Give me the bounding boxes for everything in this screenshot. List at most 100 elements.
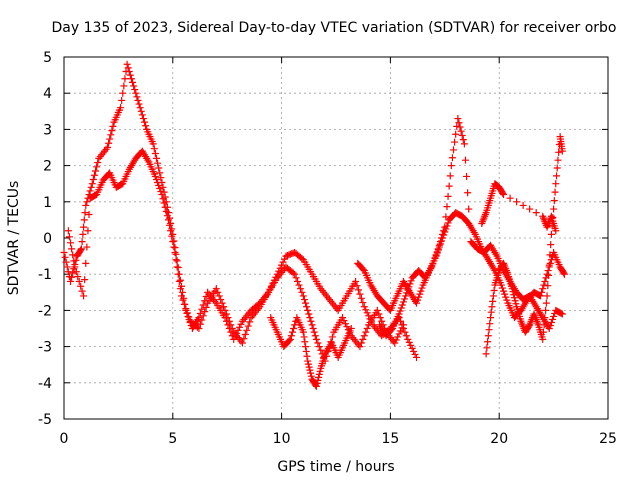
data-point bbox=[509, 288, 517, 296]
data-point bbox=[134, 96, 142, 104]
data-point bbox=[413, 353, 421, 361]
data-point bbox=[430, 257, 438, 265]
series-track-3 bbox=[267, 314, 355, 390]
data-point bbox=[162, 207, 170, 215]
data-point bbox=[428, 263, 436, 271]
data-point bbox=[303, 352, 311, 360]
data-point bbox=[120, 82, 128, 90]
data-point bbox=[456, 123, 464, 131]
data-point bbox=[90, 171, 98, 179]
data-point bbox=[555, 148, 563, 156]
data-point bbox=[376, 314, 384, 322]
data-point bbox=[292, 274, 300, 282]
data-point bbox=[519, 201, 527, 209]
data-point bbox=[447, 162, 455, 170]
data-point bbox=[451, 138, 459, 146]
data-point bbox=[436, 238, 444, 246]
data-point bbox=[500, 191, 508, 199]
data-point bbox=[373, 306, 381, 314]
data-point bbox=[434, 245, 442, 253]
data-point bbox=[488, 303, 496, 311]
data-point bbox=[414, 296, 422, 304]
data-point bbox=[83, 198, 91, 206]
data-point bbox=[281, 255, 289, 263]
data-point bbox=[547, 230, 555, 238]
data-point bbox=[557, 309, 565, 317]
series-track-1 bbox=[60, 60, 421, 361]
data-point bbox=[82, 259, 90, 267]
data-point bbox=[304, 360, 312, 368]
data-point bbox=[158, 191, 166, 199]
data-point bbox=[72, 268, 80, 276]
data-point bbox=[317, 346, 325, 354]
y-tick-label: -1 bbox=[38, 267, 52, 283]
data-point bbox=[167, 227, 175, 235]
data-point bbox=[86, 187, 94, 195]
data-point bbox=[543, 292, 551, 300]
data-point bbox=[78, 238, 86, 246]
data-point bbox=[123, 60, 131, 68]
data-point bbox=[285, 337, 293, 345]
data-point bbox=[312, 335, 320, 343]
data-point bbox=[503, 296, 511, 304]
data-point bbox=[398, 301, 406, 309]
data-point bbox=[163, 212, 171, 220]
data-point bbox=[136, 104, 144, 112]
data-point bbox=[150, 145, 158, 153]
data-point bbox=[157, 188, 165, 196]
data-point bbox=[460, 140, 468, 148]
data-point bbox=[300, 296, 308, 304]
data-point bbox=[105, 139, 113, 147]
data-point bbox=[464, 189, 472, 197]
data-point bbox=[407, 341, 415, 349]
data-point bbox=[195, 325, 203, 332]
data-point bbox=[304, 306, 312, 314]
data-point bbox=[117, 104, 125, 112]
data-point bbox=[433, 248, 441, 256]
data-point bbox=[70, 257, 78, 265]
data-point bbox=[408, 344, 416, 352]
data-point bbox=[79, 230, 87, 238]
data-point bbox=[244, 322, 252, 330]
data-point bbox=[196, 320, 204, 328]
data-point bbox=[314, 339, 322, 347]
data-point bbox=[141, 118, 149, 126]
data-point bbox=[484, 338, 492, 346]
data-point bbox=[198, 316, 206, 324]
data-point bbox=[401, 328, 409, 336]
data-point bbox=[74, 273, 82, 281]
data-point bbox=[307, 369, 315, 377]
data-point bbox=[547, 318, 555, 326]
data-point bbox=[154, 159, 162, 167]
data-point bbox=[224, 314, 232, 322]
data-point bbox=[93, 163, 101, 171]
data-point bbox=[221, 306, 229, 314]
data-point bbox=[174, 264, 182, 272]
data-point bbox=[538, 288, 546, 296]
data-point bbox=[502, 293, 510, 301]
data-point bbox=[238, 339, 246, 347]
data-point bbox=[443, 203, 451, 211]
data-point bbox=[149, 140, 157, 148]
data-point bbox=[92, 167, 100, 175]
data-point bbox=[410, 347, 418, 355]
data-point bbox=[497, 281, 505, 289]
y-tick-label: 5 bbox=[43, 50, 52, 66]
data-point bbox=[404, 286, 412, 294]
data-point bbox=[486, 314, 494, 322]
data-point bbox=[174, 270, 182, 278]
data-point bbox=[513, 198, 521, 206]
data-point bbox=[240, 335, 248, 343]
data-point bbox=[396, 307, 404, 315]
data-point bbox=[85, 210, 93, 218]
data-point bbox=[61, 253, 69, 261]
data-point bbox=[406, 280, 414, 288]
data-point bbox=[75, 277, 83, 285]
data-point bbox=[290, 325, 298, 332]
data-point bbox=[68, 245, 76, 253]
data-point bbox=[173, 263, 181, 271]
data-point bbox=[84, 227, 92, 235]
data-point bbox=[359, 335, 367, 343]
data-point bbox=[155, 182, 163, 190]
